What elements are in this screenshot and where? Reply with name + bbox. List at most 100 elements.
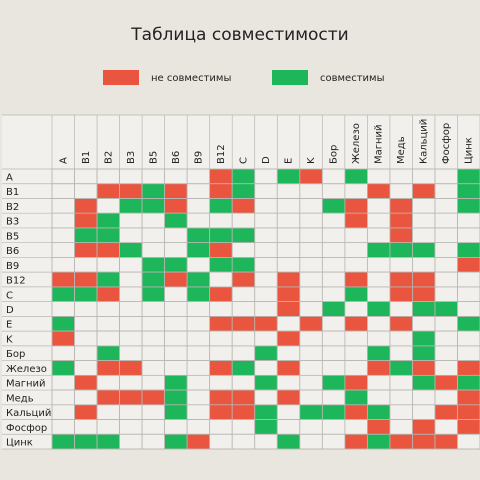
cell [164,242,188,258]
cell [367,168,391,185]
cell [186,286,211,302]
cell [412,316,436,332]
cell [96,212,120,229]
cell [164,212,188,229]
row-label: Медь [6,393,34,404]
cell [276,419,301,435]
cell [74,301,98,317]
cell [141,316,165,332]
cell [209,433,233,450]
cell [209,345,233,361]
cell [254,330,278,347]
row-label: Бор [6,349,25,360]
cell [276,374,301,391]
cell [186,183,211,199]
cell [434,227,458,244]
cell [186,242,211,258]
cell [254,168,278,185]
cell [209,374,233,391]
cell [389,316,413,332]
cell [344,419,368,435]
cell [231,301,256,317]
cell [299,242,323,258]
cell [254,374,278,391]
cell [321,183,346,199]
cell [164,286,188,302]
cell [434,286,458,302]
cell [231,198,256,214]
cell [276,316,301,332]
cell [254,345,278,361]
cell [412,257,436,273]
cell [209,198,233,214]
column-label: Железо [351,123,362,164]
cell [209,168,233,185]
cell [186,360,211,376]
cell [389,183,413,199]
row-label: Цинк [6,438,33,449]
cell [254,212,278,229]
row-label: B3 [6,217,19,228]
cell [74,286,98,302]
row-label: C [6,290,13,301]
cell [141,360,165,376]
cell [321,286,346,302]
cell [276,301,301,317]
cell [389,374,413,391]
cell [367,212,391,229]
row-label: Кальций [6,408,51,419]
cell [434,345,458,361]
cell [457,242,480,258]
cell [51,345,75,361]
cell [344,389,368,406]
cell [209,227,233,244]
legend-swatch [103,70,139,85]
cell [299,168,323,185]
cell [412,227,436,244]
cell [74,316,98,332]
cell [412,242,436,258]
column-label: B3 [126,151,137,164]
column-label: B9 [193,151,204,164]
column-label: Магний [374,124,385,164]
cell [74,168,98,185]
row-label: E [6,320,12,331]
legend-label: совместимы [320,73,384,84]
cell [367,419,391,435]
cell [119,345,143,361]
column-label: B12 [216,144,227,164]
cell [389,271,413,288]
cell [74,227,98,244]
cell [457,183,480,199]
cell [209,330,233,347]
cell [276,183,301,199]
cell [231,419,256,435]
cell [164,198,188,214]
cell [231,345,256,361]
cell [434,242,458,258]
row-label: D [6,305,14,316]
cell [96,257,120,273]
cell [344,374,368,391]
cell [434,257,458,273]
cell [344,316,368,332]
column-label: Цинк [464,137,475,164]
cell [119,419,143,435]
cell [276,330,301,347]
cell [457,404,480,420]
cell [74,389,98,406]
cell [164,227,188,244]
cell [164,419,188,435]
cell [141,227,165,244]
cell [276,168,301,185]
cell [321,198,346,214]
cell [321,433,346,450]
cell [367,360,391,376]
cell [299,433,323,450]
cell [231,227,256,244]
row-label: Фосфор [6,423,47,434]
cell [141,242,165,258]
cell [186,198,211,214]
cell [321,257,346,273]
cell [434,212,458,229]
